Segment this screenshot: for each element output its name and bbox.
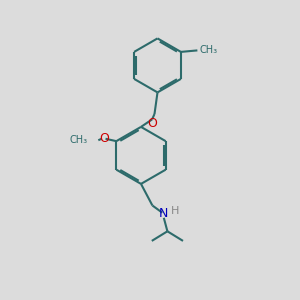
Text: O: O — [99, 132, 109, 145]
Text: N: N — [159, 207, 169, 220]
Text: CH₃: CH₃ — [200, 45, 217, 56]
Text: H: H — [171, 206, 179, 216]
Text: O: O — [147, 117, 157, 130]
Text: CH₃: CH₃ — [69, 135, 87, 145]
